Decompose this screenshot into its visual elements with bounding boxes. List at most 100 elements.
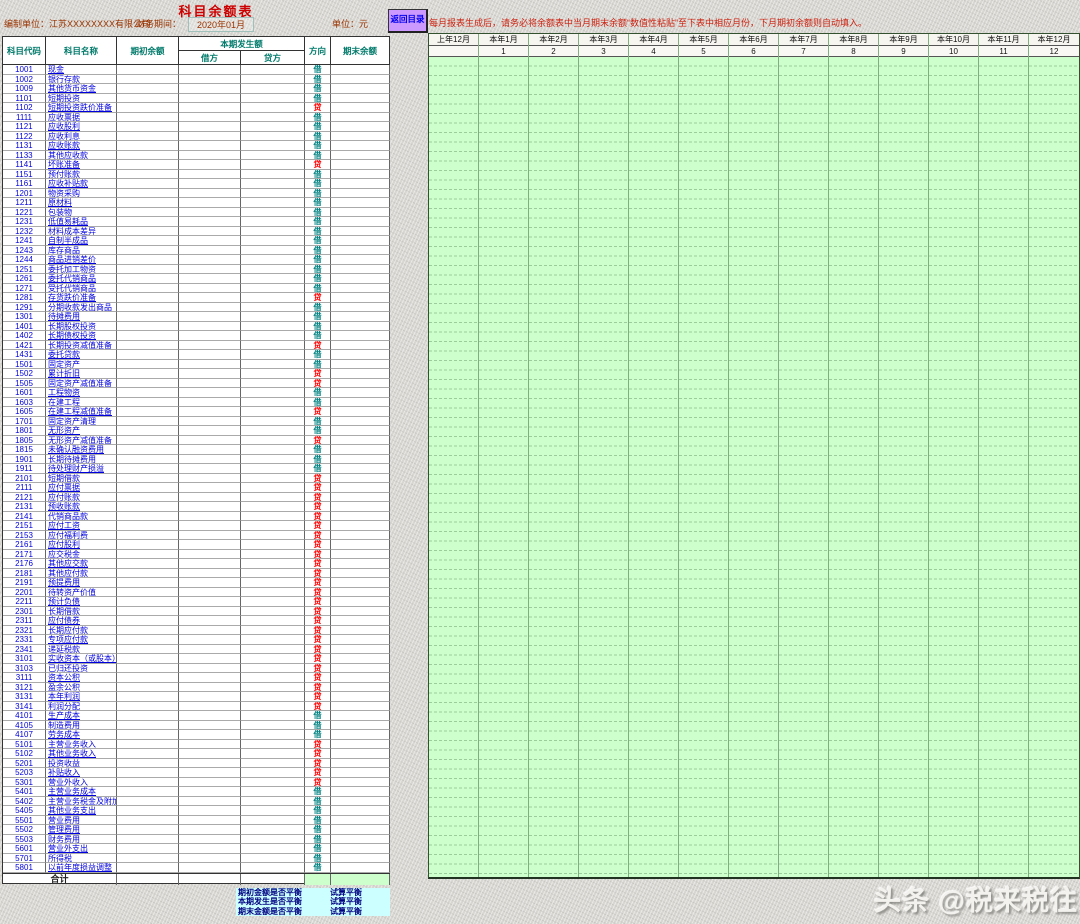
closing-balance-cell[interactable] xyxy=(331,568,390,578)
debit-amount-cell[interactable] xyxy=(179,321,241,331)
debit-amount-cell[interactable] xyxy=(179,169,241,179)
closing-balance-cell[interactable] xyxy=(331,720,390,730)
credit-amount-cell[interactable] xyxy=(241,65,305,75)
account-name-link[interactable]: 营业外收入 xyxy=(46,777,117,787)
debit-amount-cell[interactable] xyxy=(179,844,241,854)
debit-amount-cell[interactable] xyxy=(179,796,241,806)
opening-balance-cell[interactable] xyxy=(117,350,179,360)
opening-balance-cell[interactable] xyxy=(117,473,179,483)
opening-balance-cell[interactable] xyxy=(117,198,179,208)
debit-amount-cell[interactable] xyxy=(179,179,241,189)
closing-balance-cell[interactable] xyxy=(331,103,390,113)
opening-balance-cell[interactable] xyxy=(117,730,179,740)
closing-balance-cell[interactable] xyxy=(331,521,390,531)
month-column-cells[interactable] xyxy=(579,57,628,877)
credit-amount-cell[interactable] xyxy=(241,483,305,493)
opening-balance-cell[interactable] xyxy=(117,236,179,246)
closing-balance-cell[interactable] xyxy=(331,321,390,331)
opening-balance-cell[interactable] xyxy=(117,112,179,122)
debit-amount-cell[interactable] xyxy=(179,274,241,284)
debit-amount-cell[interactable] xyxy=(179,397,241,407)
closing-balance-cell[interactable] xyxy=(331,559,390,569)
credit-amount-cell[interactable] xyxy=(241,511,305,521)
closing-balance-cell[interactable] xyxy=(331,796,390,806)
closing-balance-cell[interactable] xyxy=(331,701,390,711)
account-name-link[interactable]: 现金 xyxy=(46,65,117,75)
opening-balance-cell[interactable] xyxy=(117,796,179,806)
opening-balance-cell[interactable] xyxy=(117,616,179,626)
closing-balance-cell[interactable] xyxy=(331,236,390,246)
account-name-link[interactable]: 委托加工物资 xyxy=(46,264,117,274)
debit-amount-cell[interactable] xyxy=(179,768,241,778)
opening-balance-cell[interactable] xyxy=(117,160,179,170)
opening-balance-cell[interactable] xyxy=(117,359,179,369)
account-name-link[interactable]: 预付账款 xyxy=(46,169,117,179)
account-name-link[interactable]: 其他应交款 xyxy=(46,559,117,569)
debit-amount-cell[interactable] xyxy=(179,435,241,445)
credit-amount-cell[interactable] xyxy=(241,369,305,379)
closing-balance-cell[interactable] xyxy=(331,530,390,540)
opening-balance-cell[interactable] xyxy=(117,758,179,768)
debit-amount-cell[interactable] xyxy=(179,245,241,255)
account-name-link[interactable]: 所得税 xyxy=(46,853,117,863)
account-name-link[interactable]: 预提费用 xyxy=(46,578,117,588)
account-name-link[interactable]: 本年利润 xyxy=(46,692,117,702)
account-name-link[interactable]: 营业外支出 xyxy=(46,844,117,854)
opening-balance-cell[interactable] xyxy=(117,426,179,436)
debit-amount-cell[interactable] xyxy=(179,473,241,483)
debit-amount-cell[interactable] xyxy=(179,711,241,721)
credit-amount-cell[interactable] xyxy=(241,844,305,854)
opening-balance-cell[interactable] xyxy=(117,502,179,512)
debit-amount-cell[interactable] xyxy=(179,331,241,341)
debit-amount-cell[interactable] xyxy=(179,312,241,322)
opening-balance-cell[interactable] xyxy=(117,654,179,664)
debit-amount-cell[interactable] xyxy=(179,483,241,493)
debit-amount-cell[interactable] xyxy=(179,74,241,84)
debit-amount-cell[interactable] xyxy=(179,255,241,265)
account-name-link[interactable]: 其他业务收入 xyxy=(46,749,117,759)
debit-amount-cell[interactable] xyxy=(179,549,241,559)
closing-balance-cell[interactable] xyxy=(331,692,390,702)
closing-balance-cell[interactable] xyxy=(331,141,390,151)
account-name-link[interactable]: 在建工程减值准备 xyxy=(46,407,117,417)
opening-balance-cell[interactable] xyxy=(117,416,179,426)
opening-balance-cell[interactable] xyxy=(117,397,179,407)
opening-balance-cell[interactable] xyxy=(117,483,179,493)
debit-amount-cell[interactable] xyxy=(179,236,241,246)
opening-balance-cell[interactable] xyxy=(117,122,179,132)
credit-amount-cell[interactable] xyxy=(241,141,305,151)
debit-amount-cell[interactable] xyxy=(179,388,241,398)
credit-amount-cell[interactable] xyxy=(241,863,305,873)
credit-amount-cell[interactable] xyxy=(241,606,305,616)
debit-amount-cell[interactable] xyxy=(179,112,241,122)
closing-balance-cell[interactable] xyxy=(331,749,390,759)
closing-balance-cell[interactable] xyxy=(331,654,390,664)
closing-balance-cell[interactable] xyxy=(331,616,390,626)
debit-amount-cell[interactable] xyxy=(179,511,241,521)
opening-balance-cell[interactable] xyxy=(117,321,179,331)
credit-amount-cell[interactable] xyxy=(241,312,305,322)
month-column-cells[interactable] xyxy=(679,57,728,877)
closing-balance-cell[interactable] xyxy=(331,131,390,141)
account-name-link[interactable]: 分期收款发出商品 xyxy=(46,302,117,312)
credit-amount-cell[interactable] xyxy=(241,150,305,160)
credit-amount-cell[interactable] xyxy=(241,625,305,635)
account-name-link[interactable]: 库存商品 xyxy=(46,245,117,255)
closing-balance-cell[interactable] xyxy=(331,378,390,388)
debit-amount-cell[interactable] xyxy=(179,93,241,103)
credit-amount-cell[interactable] xyxy=(241,397,305,407)
credit-amount-cell[interactable] xyxy=(241,749,305,759)
total-closing-cell[interactable] xyxy=(331,873,390,885)
credit-amount-cell[interactable] xyxy=(241,730,305,740)
credit-amount-cell[interactable] xyxy=(241,226,305,236)
account-name-link[interactable]: 长期股权投资 xyxy=(46,321,117,331)
credit-amount-cell[interactable] xyxy=(241,568,305,578)
debit-amount-cell[interactable] xyxy=(179,559,241,569)
credit-amount-cell[interactable] xyxy=(241,616,305,626)
account-name-link[interactable]: 固定资产清理 xyxy=(46,416,117,426)
debit-amount-cell[interactable] xyxy=(179,616,241,626)
debit-amount-cell[interactable] xyxy=(179,188,241,198)
account-name-link[interactable]: 应收票据 xyxy=(46,112,117,122)
opening-balance-cell[interactable] xyxy=(117,103,179,113)
opening-balance-cell[interactable] xyxy=(117,492,179,502)
